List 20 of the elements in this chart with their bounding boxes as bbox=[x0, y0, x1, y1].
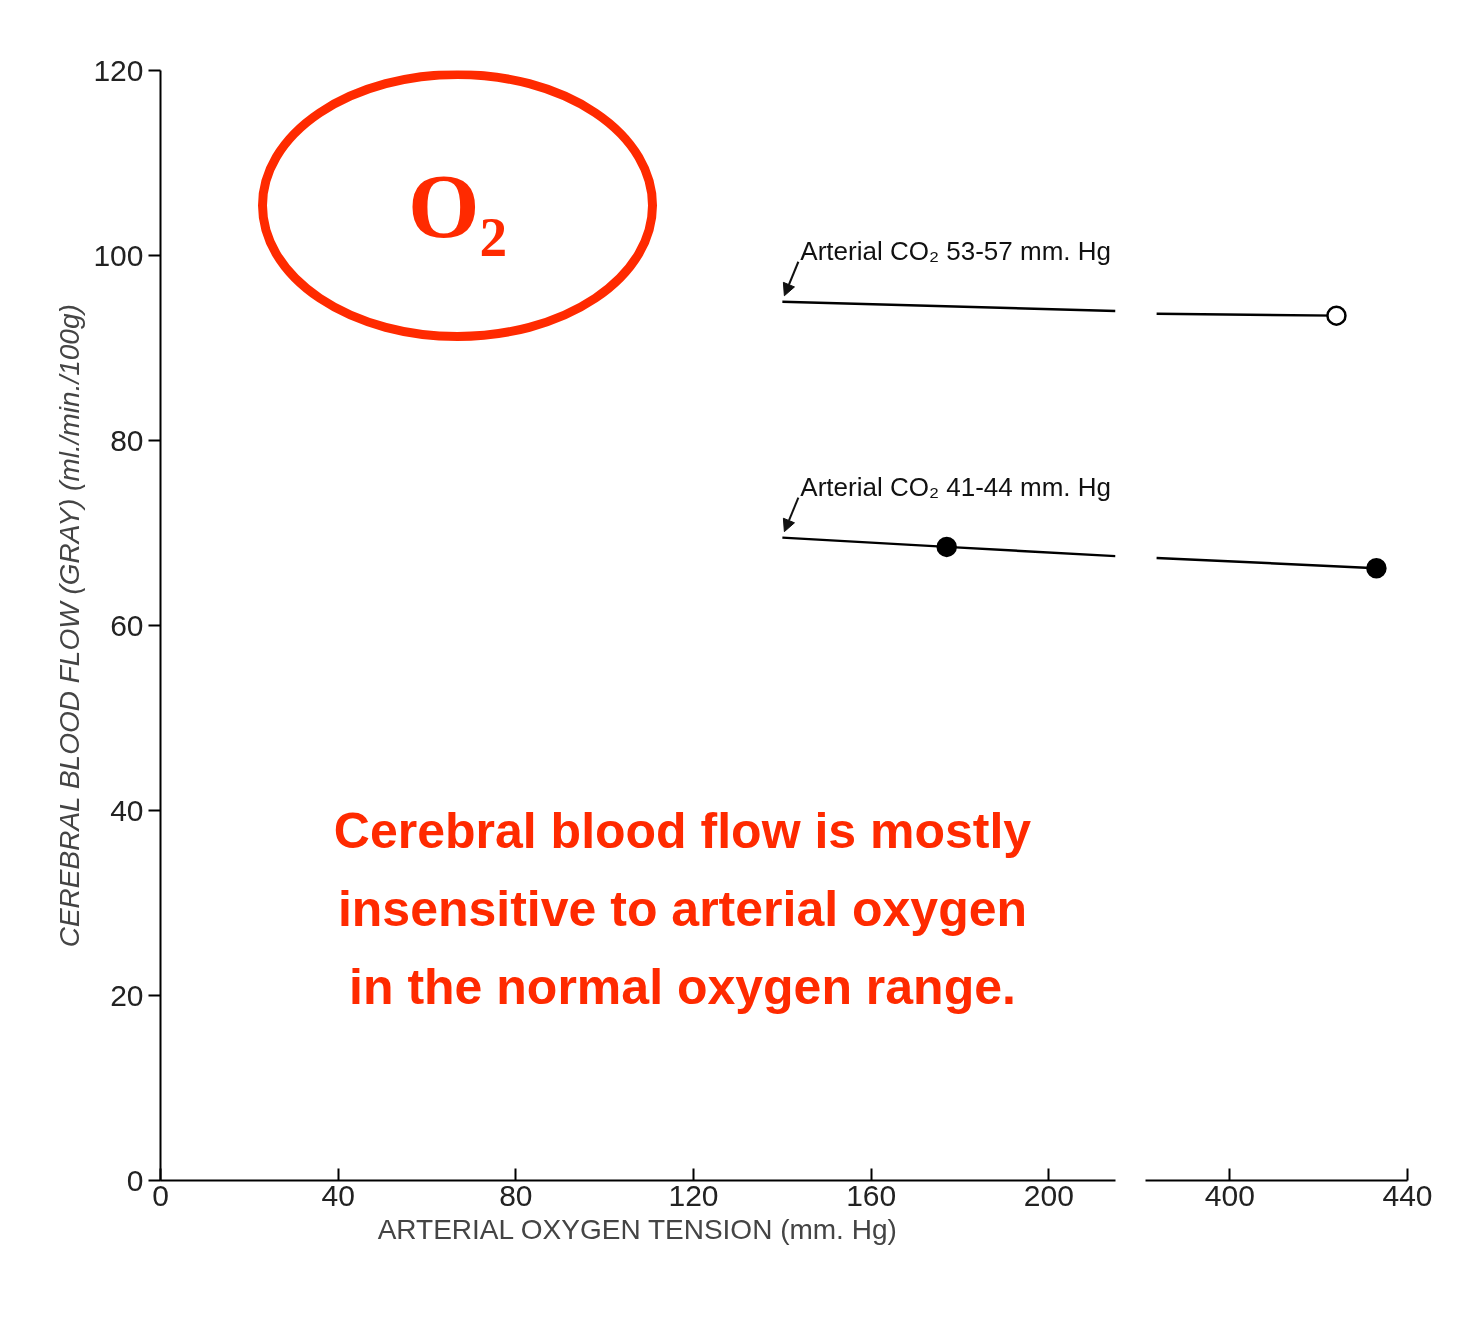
y-tick-label: 100 bbox=[93, 238, 144, 272]
y-axis-title: CEREBRAL BLOOD FLOW (GRAY) (ml./min./100g) bbox=[54, 304, 86, 948]
annotation: O₂ bbox=[407, 154, 508, 257]
x-axis-title: ARTERIAL OXYGEN TENSION (mm. Hg) bbox=[377, 1213, 897, 1245]
x-tick-label: 40 bbox=[321, 1178, 355, 1212]
x-tick-label: 440 bbox=[1382, 1178, 1433, 1212]
annotation: Cerebral blood flow is mostly insensitive to arterial oxygen in the normal oxygen range. bbox=[333, 802, 1032, 1015]
y-tick-label: 80 bbox=[110, 423, 144, 457]
x-tick-label: 400 bbox=[1204, 1178, 1255, 1212]
x-tick-label: 0 bbox=[152, 1178, 169, 1212]
y-tick-label: 40 bbox=[110, 793, 144, 827]
annotation: Arterial CO₂ 53-57 mm. Hg bbox=[800, 235, 1111, 266]
x-tick-label: 160 bbox=[846, 1178, 897, 1212]
x-tick-label: 80 bbox=[499, 1178, 533, 1212]
annotation: Arterial CO₂ 41-44 mm. Hg bbox=[800, 471, 1111, 502]
x-tick-label: 200 bbox=[1023, 1178, 1074, 1212]
y-tick-label: 60 bbox=[110, 608, 144, 642]
y-tick-label: 20 bbox=[110, 978, 144, 1012]
x-tick-label: 120 bbox=[668, 1178, 719, 1212]
y-tick-label: 120 bbox=[93, 53, 144, 87]
